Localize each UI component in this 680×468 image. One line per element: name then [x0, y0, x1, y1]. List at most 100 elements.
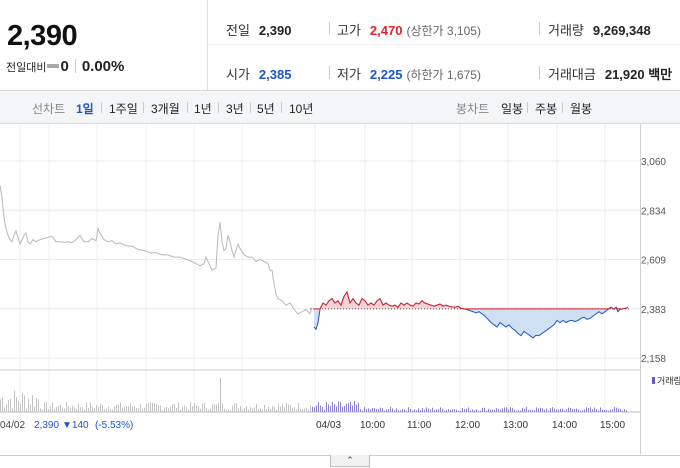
volume-bar — [314, 407, 315, 412]
flat-icon — [47, 64, 60, 69]
volume-bar — [360, 409, 361, 412]
volume-bar — [164, 407, 165, 412]
tab-daily-candle[interactable]: 일봉 — [501, 102, 524, 116]
volume-bar — [398, 410, 399, 412]
volume-bar — [48, 409, 49, 412]
volume-bar — [472, 409, 473, 412]
volume-bar — [278, 403, 279, 412]
volume-bar — [376, 409, 377, 412]
volume-bar — [374, 407, 375, 412]
volume-bar — [476, 409, 477, 412]
volume-bar — [226, 409, 227, 412]
tab-10-years[interactable]: 10년 — [289, 102, 314, 116]
divider — [101, 102, 102, 113]
tab-monthly-candle[interactable]: 월봉 — [570, 102, 593, 116]
volume-bar — [576, 408, 577, 412]
volume-bar — [570, 408, 571, 412]
volume-bar — [22, 392, 23, 412]
volume-bar — [332, 401, 333, 412]
volume-bar — [386, 409, 387, 412]
volume-bar — [124, 406, 125, 412]
volume-bar — [136, 407, 137, 412]
volume-bar — [194, 403, 195, 412]
candle-chart-label: 봉차트 — [456, 102, 490, 116]
volume-bar — [172, 404, 173, 412]
volume-bar — [276, 409, 277, 412]
volume-bar — [410, 408, 411, 412]
volume-bar — [290, 404, 291, 412]
volume-bar — [116, 404, 117, 412]
volume-bar — [470, 410, 471, 412]
stat-value: 21,920 백만 — [604, 67, 673, 82]
stat-volume: 거래량 9,269,348 — [548, 20, 651, 39]
volume-bar — [434, 410, 435, 412]
volume-bar — [594, 407, 595, 412]
volume-bar — [402, 408, 403, 412]
stat-prev-close: 전일 2,390 — [226, 20, 291, 39]
volume-bar — [262, 410, 263, 412]
volume-bar — [492, 409, 493, 412]
volume-bar — [132, 406, 133, 412]
volume-bar — [462, 408, 463, 412]
volume-bar — [110, 409, 111, 412]
volume-bar — [102, 404, 103, 412]
volume-bar — [54, 408, 55, 412]
volume-bar — [150, 402, 151, 412]
volume-bar — [514, 409, 515, 412]
volume-bar — [90, 402, 91, 412]
tab-3-years[interactable]: 3년 — [226, 102, 244, 116]
volume-bar — [96, 405, 97, 412]
volume-bar — [308, 409, 309, 412]
collapse-button[interactable]: ⌃ — [330, 455, 370, 467]
volume-bar — [154, 403, 155, 412]
volume-bar — [400, 410, 401, 412]
volume-bar — [380, 407, 381, 412]
volume-bar — [246, 406, 247, 412]
tab-weekly-candle[interactable]: 주봉 — [535, 102, 558, 116]
volume-bar — [406, 410, 407, 412]
volume-bar — [302, 409, 303, 412]
volume-bar — [92, 406, 93, 412]
tab-3-months[interactable]: 3개월 — [151, 102, 180, 116]
volume-bar — [394, 410, 395, 412]
volume-bar — [318, 401, 319, 412]
volume-bar — [490, 409, 491, 412]
volume-bar — [544, 409, 545, 412]
stat-high: 고가 2,470 (상한가 3,105) — [337, 20, 481, 39]
volume-legend: 거래량 — [657, 375, 680, 386]
volume-bar — [296, 409, 297, 412]
volume-bar — [188, 409, 189, 412]
volume-bar — [212, 404, 213, 412]
volume-bar — [256, 403, 257, 412]
volume-bar — [336, 406, 337, 412]
volume-bar — [612, 409, 613, 412]
tab-1-week[interactable]: 1주일 — [109, 102, 138, 116]
volume-bar — [126, 406, 127, 412]
divider — [250, 102, 251, 113]
volume-bar — [370, 409, 371, 412]
volume-bar — [498, 409, 499, 412]
x-tick-label: 10:00 — [360, 420, 385, 431]
volume-bar — [542, 408, 543, 412]
volume-bar — [100, 403, 101, 412]
volume-bar — [392, 408, 393, 412]
volume-bar — [186, 406, 187, 412]
volume-bar — [324, 409, 325, 412]
volume-bar — [364, 407, 365, 412]
tab-1-day[interactable]: 1일 — [76, 102, 94, 116]
volume-bar — [282, 404, 283, 412]
volume-bar — [70, 408, 71, 412]
volume-bar — [586, 407, 587, 412]
volume-bar — [444, 410, 445, 412]
volume-bar — [288, 404, 289, 412]
volume-bar — [222, 403, 223, 412]
tab-5-years[interactable]: 5년 — [257, 102, 275, 116]
volume-bar — [8, 400, 9, 412]
x-tick-label: 12:00 — [455, 420, 480, 431]
below-reference-fill — [314, 308, 628, 338]
volume-bar — [346, 404, 347, 412]
tab-1-year[interactable]: 1년 — [194, 102, 212, 116]
volume-bar — [12, 408, 13, 412]
stat-value: 9,269,348 — [592, 23, 651, 38]
volume-bar — [550, 408, 551, 412]
